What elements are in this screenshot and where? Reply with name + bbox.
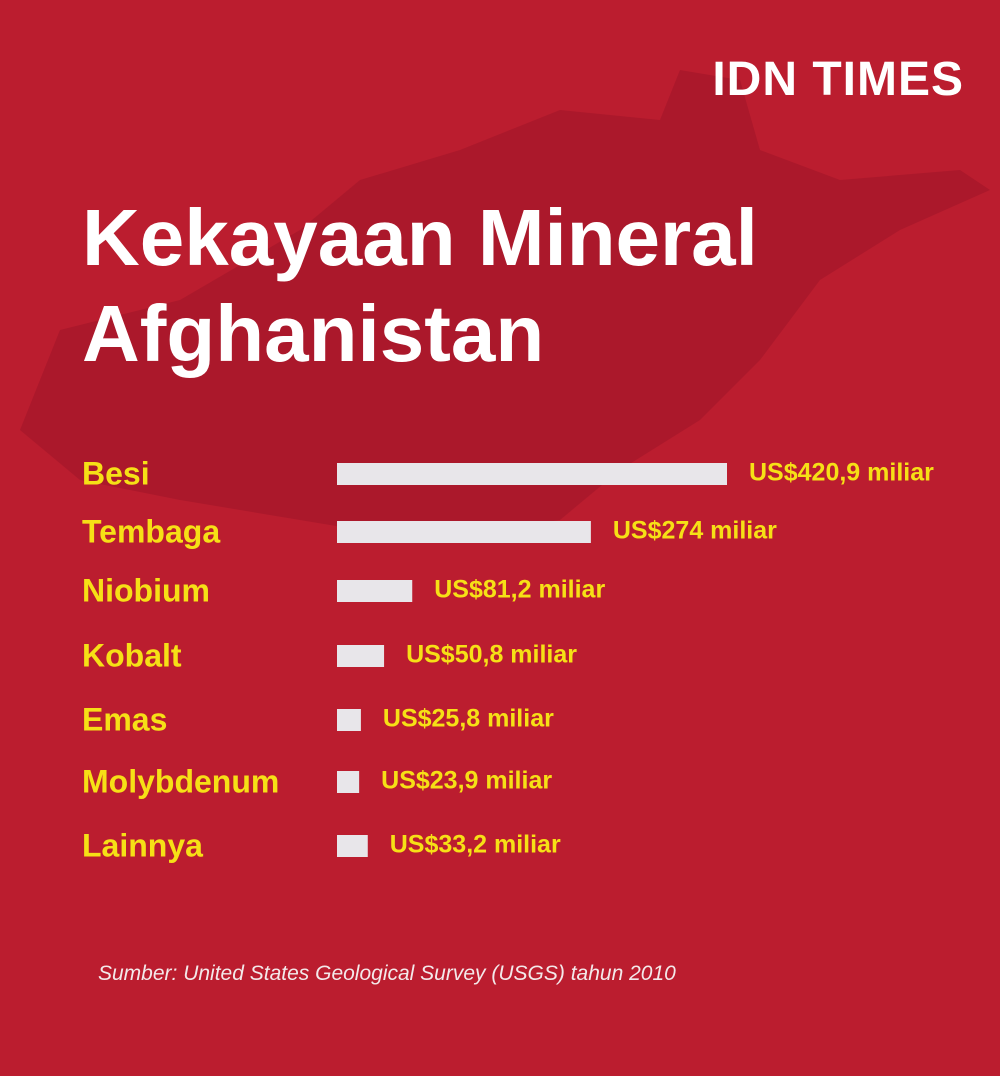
value-label: US$25,8 miliar [383,705,554,733]
bar [337,709,361,731]
value-label: US$33,2 miliar [390,831,561,859]
bar [337,521,591,543]
category-label: Emas [82,701,167,737]
bar [337,645,385,667]
value-label: US$420,9 miliar [749,459,934,487]
chart-title: Kekayaan Mineral Afghanistan [82,193,758,378]
source-note: Sumber: United States Geological Survey … [98,962,676,985]
value-label: US$50,8 miliar [406,641,577,669]
bar [337,463,727,485]
category-label: Besi [82,455,150,491]
category-label: Kobalt [82,637,182,673]
bar [337,771,360,793]
brand-logo: IDN TIMES [712,53,964,106]
value-label: US$81,2 miliar [434,576,605,604]
category-label: Niobium [82,572,210,608]
category-label: Tembaga [82,513,220,549]
value-label: US$274 miliar [613,517,777,545]
bar [337,835,368,857]
map-silhouette [20,70,990,540]
category-label: Lainnya [82,827,203,863]
category-label: Molybdenum [82,763,279,799]
bar [337,580,413,602]
value-label: US$23,9 miliar [381,767,552,795]
